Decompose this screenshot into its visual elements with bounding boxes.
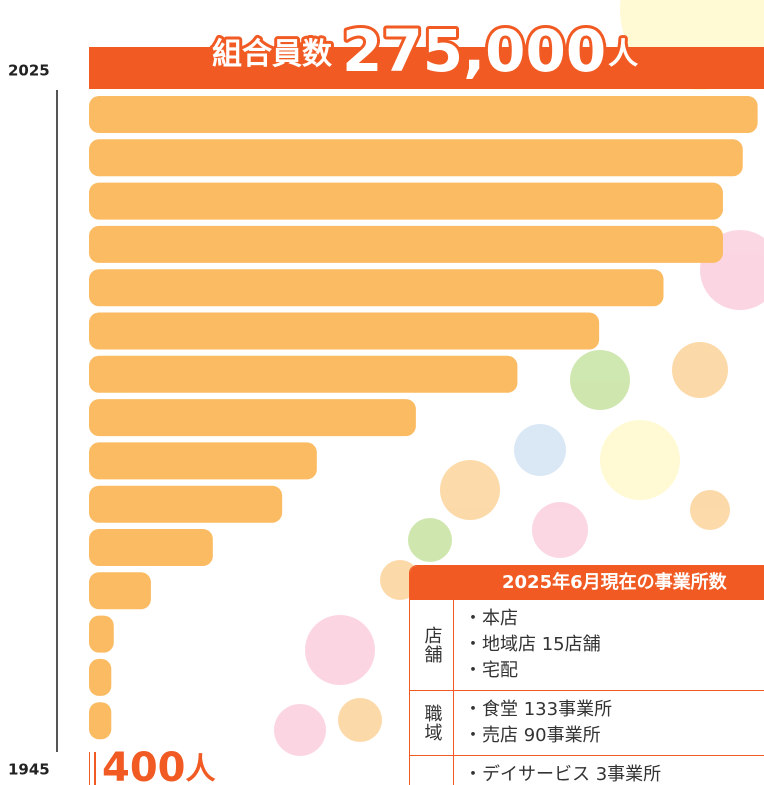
- row-item: ・デイサービス 3事業所: [464, 762, 661, 785]
- row-item: ・地域店 15店舗: [464, 632, 601, 658]
- value-label: 275,000: [342, 17, 606, 85]
- y-tick-label: 2025: [8, 62, 50, 80]
- bar: [89, 486, 282, 523]
- row-label: 店舗: [410, 600, 454, 690]
- bar: [89, 399, 416, 436]
- bar: [89, 96, 758, 133]
- bar: [89, 572, 151, 609]
- row-label: 職域: [410, 691, 454, 755]
- row-items: ・本店・地域店 15店舗・宅配: [454, 600, 611, 690]
- unit-label: 人: [608, 37, 638, 72]
- table-row: 職域・食堂 133事業所・売店 90事業所: [410, 690, 764, 755]
- bar: [89, 616, 114, 653]
- bar: [89, 752, 90, 785]
- unit-label: 人: [186, 752, 216, 785]
- table-title: 2025年6月現在の事業所数: [410, 566, 764, 599]
- table-row: ・デイサービス 3事業所: [410, 755, 764, 785]
- row-item: ・食堂 133事業所: [464, 697, 612, 723]
- y-tick-label: 1945: [8, 761, 50, 779]
- bar: [89, 139, 743, 176]
- bar: [89, 659, 111, 696]
- bar: [89, 356, 517, 393]
- row-items: ・デイサービス 3事業所: [454, 756, 671, 785]
- bar: [89, 442, 317, 479]
- bar: [89, 529, 213, 566]
- bar: [89, 313, 599, 350]
- row-label: [410, 756, 454, 785]
- row-item: ・売店 90事業所: [464, 723, 612, 749]
- row-item: ・宅配: [464, 658, 601, 684]
- page: 20251945組合員数275,000人400人 2025年6月現在の事業所数 …: [0, 0, 764, 785]
- bar: [89, 269, 664, 306]
- bar: [89, 183, 723, 220]
- bar: [89, 226, 723, 263]
- row-item: ・本店: [464, 606, 601, 632]
- headline-label: 組合員数: [212, 37, 333, 72]
- value-label: 400: [102, 745, 186, 785]
- bar: [89, 702, 111, 739]
- table-row: 店舗・本店・地域店 15店舗・宅配: [410, 599, 764, 690]
- office-table: 2025年6月現在の事業所数 店舗・本店・地域店 15店舗・宅配職域・食堂 13…: [409, 565, 764, 785]
- row-items: ・食堂 133事業所・売店 90事業所: [454, 691, 622, 755]
- bottom-label: 400人: [102, 745, 216, 785]
